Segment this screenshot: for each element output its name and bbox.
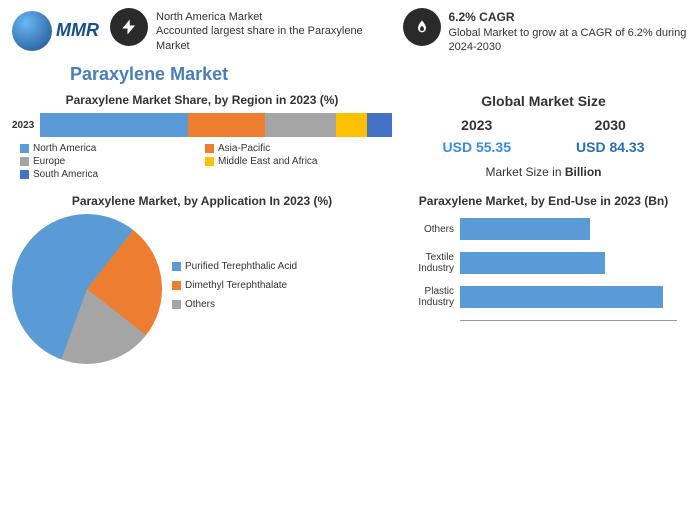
gms-year-1: 2023: [443, 117, 511, 133]
gms-row: 2023 USD 55.35 2030 USD 84.33: [410, 117, 677, 155]
logo-text: MMR: [56, 20, 99, 41]
flame-icon: [403, 8, 441, 46]
region-seg-south-america: [367, 113, 392, 137]
legend-item: Asia-Pacific: [205, 143, 384, 154]
gms-item-2023: 2023 USD 55.35: [443, 117, 511, 155]
highlight-2-text: 6.2% CAGR Global Market to grow at a CAG…: [449, 8, 688, 54]
region-seg-europe: [265, 113, 335, 137]
swatch: [205, 157, 214, 166]
legend-item: Middle East and Africa: [205, 156, 384, 167]
swatch: [205, 144, 214, 153]
swatch: [172, 300, 181, 309]
header: MMR North America Market Accounted large…: [0, 0, 699, 58]
hbar-fill: [460, 218, 590, 240]
content-grid: Paraxylene Market Share, by Region in 20…: [0, 93, 699, 364]
highlight-2: 6.2% CAGR Global Market to grow at a CAG…: [403, 8, 688, 54]
swatch: [20, 170, 29, 179]
swatch: [20, 157, 29, 166]
highlight-2-title: 6.2% CAGR: [449, 10, 515, 24]
hbar-axis: [460, 320, 677, 321]
region-seg-north-america: [40, 113, 188, 137]
globe-icon: [12, 11, 52, 51]
region-chart: Paraxylene Market Share, by Region in 20…: [12, 93, 392, 186]
swatch: [172, 281, 181, 290]
enduse-chart: Paraxylene Market, by End-Use in 2023 (B…: [400, 194, 687, 364]
gms-value-1: USD 55.35: [443, 139, 511, 155]
gms-value-2: USD 84.33: [576, 139, 644, 155]
region-stacked-bar: [40, 113, 392, 137]
pie-legend-item: Purified Terephthalic Acid: [172, 261, 392, 272]
pie-legend: Purified Terephthalic Acid Dimethyl Terep…: [172, 261, 392, 318]
global-market-size: Global Market Size 2023 USD 55.35 2030 U…: [400, 93, 687, 186]
gms-year-2: 2030: [576, 117, 644, 133]
region-chart-title: Paraxylene Market Share, by Region in 20…: [12, 93, 392, 107]
hbar-label: Textile Industry: [400, 252, 460, 274]
highlight-1-title: North America Market: [156, 10, 395, 24]
highlight-2-body: Global Market to grow at a CAGR of 6.2% …: [449, 26, 688, 55]
hbar-row: Others: [400, 218, 677, 240]
gms-item-2030: 2030 USD 84.33: [576, 117, 644, 155]
swatch: [20, 144, 29, 153]
hbar-fill: [460, 252, 605, 274]
application-chart: Paraxylene Market, by Application In 202…: [12, 194, 392, 364]
region-bar-wrap: 2023: [12, 113, 392, 137]
hbar-chart: Others Textile Industry Plastic Industry: [400, 214, 687, 321]
hbar-label: Others: [400, 224, 460, 235]
app-chart-title: Paraxylene Market, by Application In 202…: [12, 194, 392, 208]
pie-legend-item: Dimethyl Terephthalate: [172, 280, 392, 291]
region-legend: North America Asia-Pacific Europe Middle Ea…: [12, 137, 392, 186]
highlight-1-body: Accounted largest share in the Paraxylen…: [156, 24, 395, 53]
bolt-icon: [110, 8, 148, 46]
pie-wrap: Purified Terephthalic Acid Dimethyl Terep…: [12, 214, 392, 364]
pie-legend-item: Others: [172, 299, 392, 310]
logo: MMR: [12, 8, 102, 53]
region-seg-middle-east-and-africa: [336, 113, 368, 137]
region-row-label: 2023: [12, 120, 34, 131]
gms-unit: Market Size in Billion: [410, 165, 677, 179]
hbar-fill: [460, 286, 663, 308]
hbar-row: Plastic Industry: [400, 286, 677, 308]
highlight-1: North America Market Accounted largest s…: [110, 8, 395, 53]
legend-item: North America: [20, 143, 199, 154]
region-seg-asia-pacific: [188, 113, 265, 137]
legend-item: South America: [20, 169, 199, 180]
highlight-1-text: North America Market Accounted largest s…: [156, 8, 395, 53]
swatch: [172, 262, 181, 271]
enduse-chart-title: Paraxylene Market, by End-Use in 2023 (B…: [400, 194, 687, 208]
legend-item: Europe: [20, 156, 199, 167]
hbar-row: Textile Industry: [400, 252, 677, 274]
main-title: Paraxylene Market: [0, 58, 699, 93]
pie-chart: [12, 214, 162, 364]
hbar-label: Plastic Industry: [400, 286, 460, 308]
gms-title: Global Market Size: [410, 93, 677, 109]
